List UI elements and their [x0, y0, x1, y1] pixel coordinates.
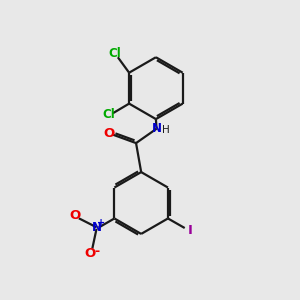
Text: H: H: [161, 125, 169, 136]
Text: Cl: Cl: [109, 47, 121, 60]
Text: Cl: Cl: [102, 108, 115, 121]
Text: O: O: [85, 247, 96, 260]
Text: -: -: [95, 245, 100, 258]
Text: N: N: [152, 122, 162, 135]
Text: O: O: [69, 209, 81, 222]
Text: O: O: [103, 128, 115, 140]
Text: N: N: [92, 221, 101, 234]
Text: +: +: [97, 218, 105, 228]
Text: I: I: [188, 224, 192, 237]
